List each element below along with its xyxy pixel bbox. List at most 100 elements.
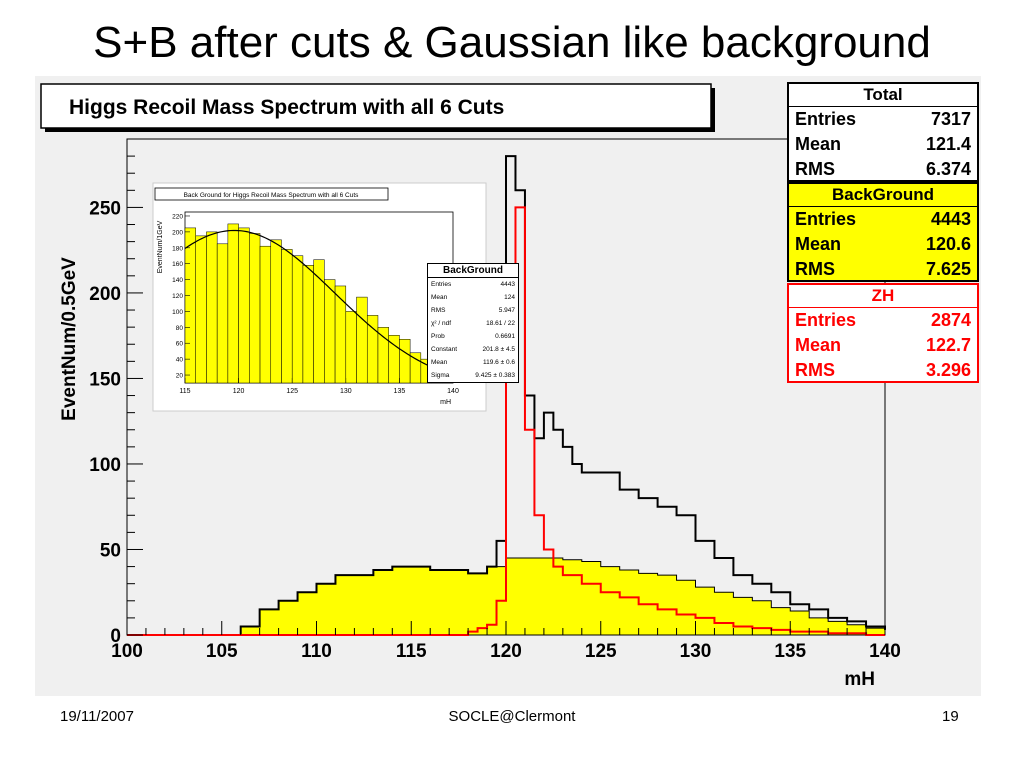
x-tick-label: 130 <box>680 641 712 662</box>
inset-y-tick-label: 120 <box>172 293 183 300</box>
inset-stats-value: 9.425 ± 0.383 <box>475 372 515 379</box>
inset-bar <box>345 311 357 384</box>
stats-total-rms-label: RMS <box>795 159 835 179</box>
inset-y-tick-label: 220 <box>172 213 183 220</box>
y-tick-label: 250 <box>89 198 121 219</box>
inset-x-tick-label: 140 <box>447 388 459 395</box>
stats-bg-entries-label: Entries <box>795 209 857 229</box>
stats-zh: ZH Entries 2874 Mean 122.7 RMS 3.296 <box>787 283 979 383</box>
inset-title: Back Ground for Higgs Recoil Mass Spectr… <box>184 192 360 199</box>
inset-bar <box>270 239 282 384</box>
stats-total-title: Total <box>789 84 977 107</box>
x-tick-label: 135 <box>774 641 806 662</box>
x-tick-label: 115 <box>396 641 427 662</box>
stats-total-mean-label: Mean <box>795 134 842 154</box>
footer-page-number: 19 <box>942 708 959 725</box>
inset-stats-key: Constant <box>431 346 458 353</box>
inset-stats-row: Entries 4443 <box>428 278 518 291</box>
series-total-line <box>127 155 886 636</box>
y-tick-label: 150 <box>89 369 121 390</box>
inset-y-tick-label: 140 <box>172 277 183 284</box>
inset-y-tick-label: 40 <box>176 357 184 364</box>
stats-bg-mean-label: Mean <box>795 234 842 254</box>
inset-bar <box>184 227 196 384</box>
slide-title: S+B after cuts & Gaussian like backgroun… <box>93 18 931 67</box>
stats-bg-mean: 120.6 <box>925 234 971 254</box>
stats-bg-title: BackGround <box>789 184 977 207</box>
inset-stats-key: Mean <box>431 359 448 366</box>
stats-total: Total Entries 7317 Mean 121.4 RMS 6.374 <box>787 82 979 182</box>
inset-bar <box>356 296 368 384</box>
stats-zh-mean-label: Mean <box>795 335 842 355</box>
inset-stats-key: Mean <box>431 294 448 301</box>
y-axis-label: EventNum/0.5GeV <box>59 257 80 421</box>
inset-x-tick-label: 125 <box>286 388 298 395</box>
inset-stats-value: 201.8 ± 4.5 <box>482 346 515 353</box>
inset-bar <box>302 265 314 384</box>
inset-x-tick-label: 135 <box>394 388 406 395</box>
inset-bar <box>409 352 422 384</box>
y-tick-label: 100 <box>89 455 121 476</box>
inset-stats-value: 124 <box>504 294 515 301</box>
stats-total-rms: 6.374 <box>925 159 971 179</box>
inset-stats-box: BackGround Entries 4443 Mean 124 RMS 5.947 χ² … <box>427 263 519 383</box>
inset-y-axis-label: EventNum/1GeV <box>157 220 164 273</box>
main-title-shadow <box>45 128 715 132</box>
stats-total-entries-label: Entries <box>795 109 857 129</box>
stats-bg-rms-label: RMS <box>795 259 835 279</box>
inset-bar <box>206 231 218 384</box>
inset-stats-title: BackGround <box>428 264 518 278</box>
stats-zh-entries-label: Entries <box>795 310 857 330</box>
inset-bar <box>334 285 347 384</box>
inset-y-tick-label: 60 <box>176 341 184 348</box>
inset-y-tick-label: 80 <box>176 325 184 332</box>
inset-stats-key: Sigma <box>431 372 450 379</box>
stats-zh-rms: 3.296 <box>925 360 971 380</box>
inset-y-tick-label: 180 <box>172 245 183 252</box>
x-tick-label: 105 <box>206 641 238 662</box>
inset-stats-value: 119.6 ± 0.6 <box>483 359 515 366</box>
inset-stats-value: 0.6691 <box>495 333 515 340</box>
inset-stats-row: Mean 119.6 ± 0.6 <box>428 356 518 369</box>
inset-stats-row: Prob 0.6691 <box>428 330 518 343</box>
inset-x-axis-label: mH <box>440 399 451 406</box>
inset-stats-key: RMS <box>431 307 446 314</box>
inset-stats-key: Entries <box>431 281 452 288</box>
inset-bar <box>291 255 304 384</box>
main-histogram: Higgs Recoil Mass Spectrum with all 6 Cu… <box>40 83 901 690</box>
y-tick-label: 50 <box>100 540 121 561</box>
stats-total-entries: 7317 <box>930 109 971 129</box>
inset-stats-row: Constant 201.8 ± 4.5 <box>428 343 518 356</box>
inset-y-tick-label: 160 <box>172 261 183 268</box>
inset-stats-value: 18.61 / 22 <box>486 320 515 327</box>
stats-background: BackGround Entries 4443 Mean 120.6 RMS 7.62… <box>787 182 979 282</box>
inset-x-tick-label: 115 <box>179 388 190 395</box>
footer-center: SOCLE@Clermont <box>448 708 576 725</box>
inset-stats-row: χ² / ndf 18.61 / 22 <box>428 317 518 330</box>
stats-zh-rms-label: RMS <box>795 360 835 380</box>
stats-zh-title: ZH <box>789 285 977 308</box>
inset-bar <box>249 233 261 384</box>
inset-stats-value: 5.947 <box>498 307 515 314</box>
stats-zh-mean: 122.7 <box>925 335 971 355</box>
inset-bar <box>399 339 411 384</box>
inset-bar <box>195 235 207 384</box>
x-tick-label: 120 <box>490 641 522 662</box>
inset-bar <box>227 223 239 384</box>
inset-stats-row: Mean 124 <box>428 291 518 304</box>
x-tick-label: 100 <box>111 641 143 662</box>
stats-bg-entries: 4443 <box>930 209 971 229</box>
inset-y-tick-label: 100 <box>172 309 183 316</box>
inset-fit-curve <box>184 229 454 377</box>
inset-stats-key: Prob <box>431 333 445 340</box>
footer-date: 19/11/2007 <box>60 708 134 725</box>
stats-total-mean: 121.4 <box>925 134 971 154</box>
inset-stats-row: RMS 5.947 <box>428 304 518 317</box>
stats-bg-rms: 7.625 <box>925 259 971 279</box>
main-title-shadow <box>711 88 715 132</box>
inset-bar <box>216 243 229 384</box>
inset-bar <box>377 327 389 384</box>
inset-x-tick-label: 130 <box>340 388 352 395</box>
inset-y-tick-label: 20 <box>176 373 184 380</box>
inset-y-tick-label: 200 <box>172 229 183 236</box>
